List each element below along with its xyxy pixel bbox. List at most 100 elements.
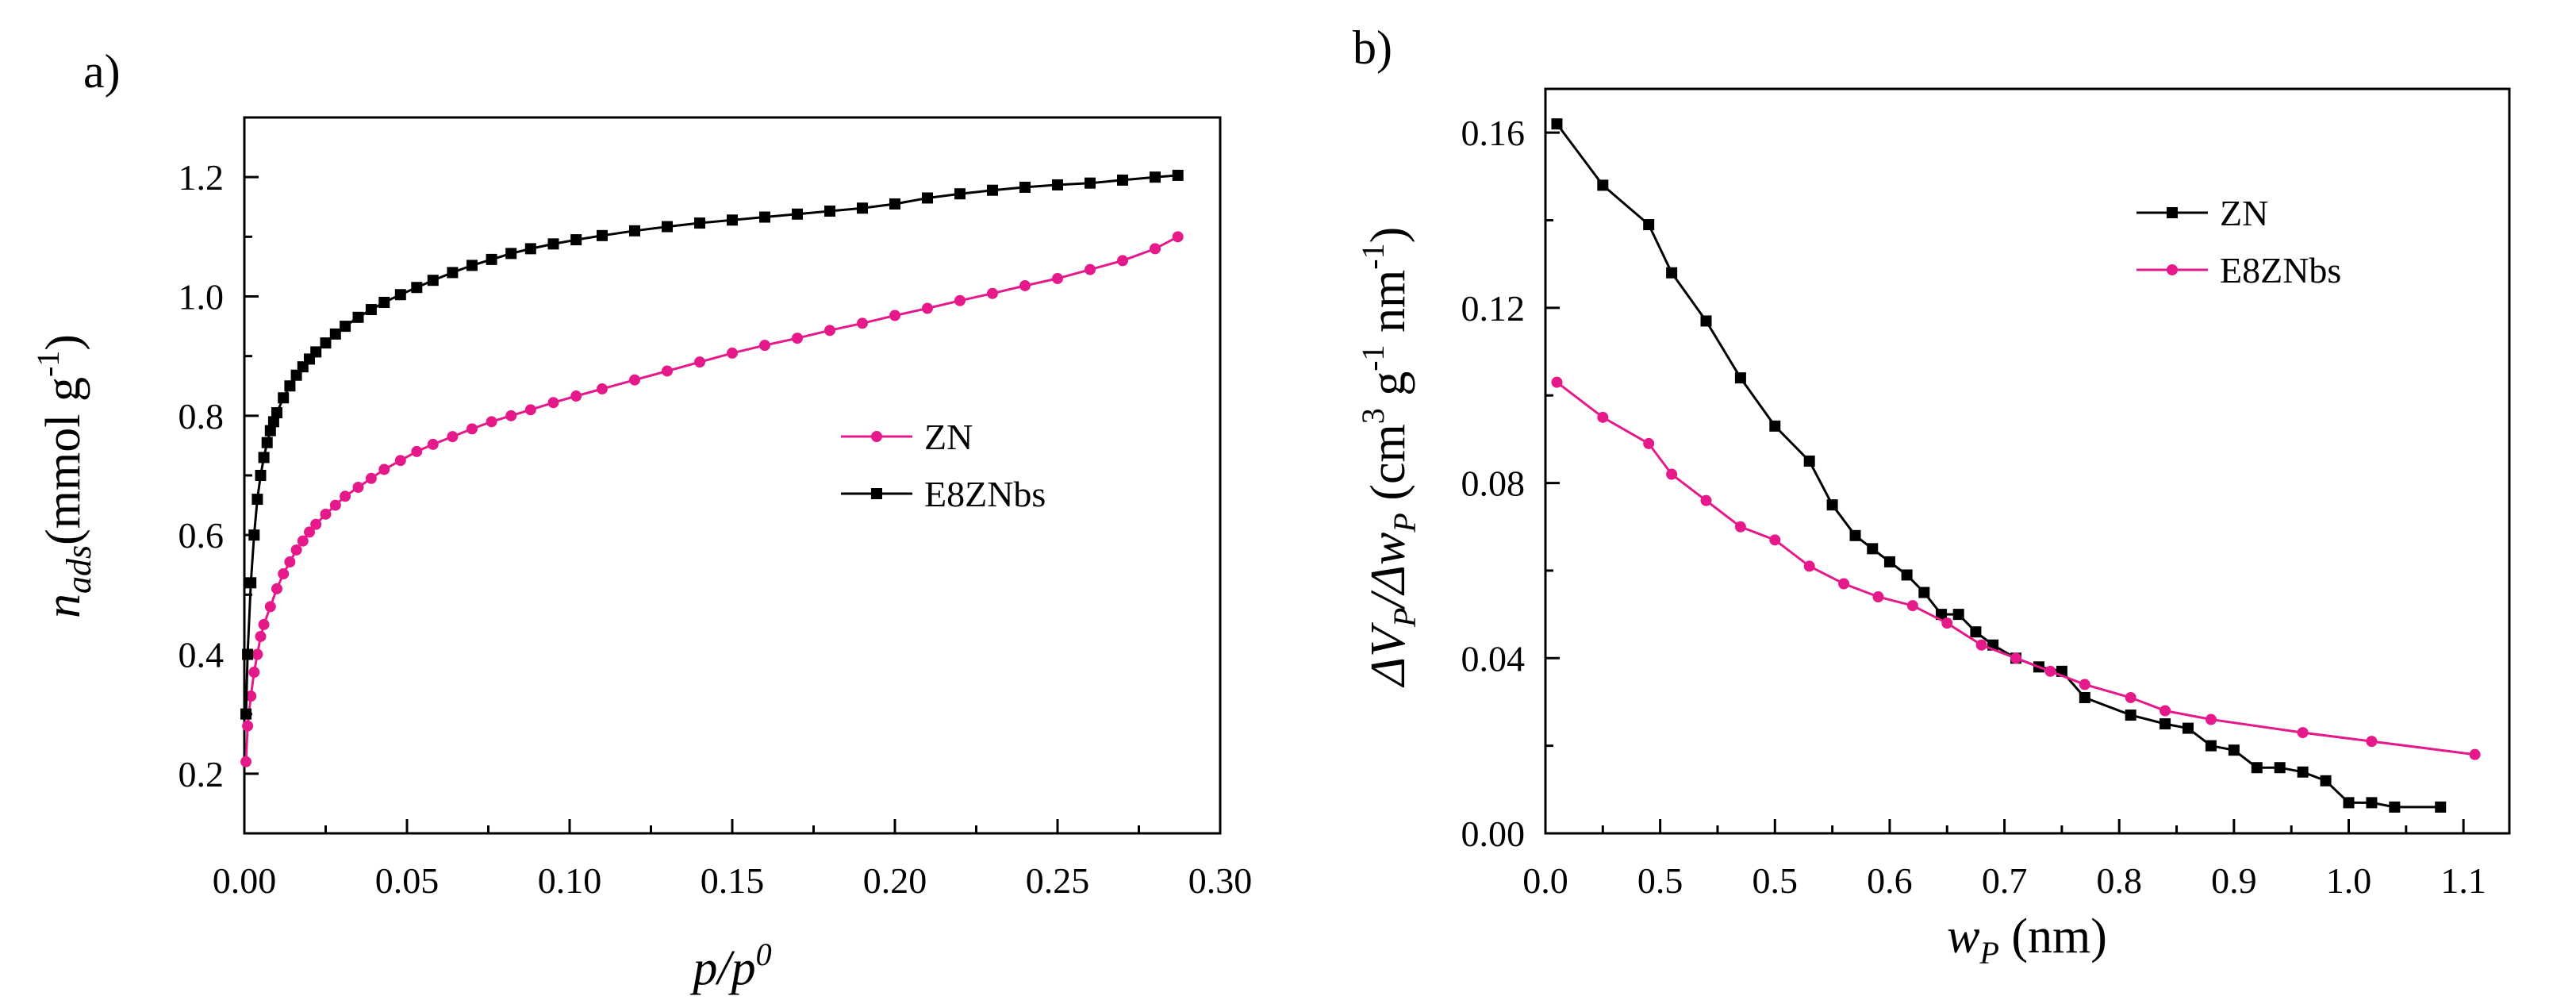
data-point bbox=[1117, 255, 1128, 267]
data-point bbox=[248, 529, 260, 541]
data-point bbox=[1597, 411, 1609, 423]
data-point bbox=[727, 347, 738, 359]
y-tick-label: 0.04 bbox=[1461, 638, 1526, 679]
data-point bbox=[987, 287, 998, 299]
data-point bbox=[792, 208, 803, 220]
data-point bbox=[2205, 740, 2217, 752]
data-point bbox=[242, 720, 254, 732]
data-point bbox=[297, 535, 309, 547]
data-point bbox=[1117, 174, 1128, 186]
panel-b-series bbox=[1551, 118, 2481, 813]
data-point bbox=[1666, 468, 1678, 480]
data-point bbox=[267, 416, 279, 428]
panel-a-legend: ZN E8ZNbs bbox=[841, 417, 1046, 514]
data-point bbox=[1734, 372, 1746, 384]
panel-b-legend: ZN E8ZNbs bbox=[2136, 193, 2341, 290]
data-point bbox=[694, 217, 705, 229]
data-point bbox=[352, 311, 364, 323]
panel-a-legend-marker-e8znbs bbox=[871, 488, 882, 499]
data-point bbox=[378, 297, 390, 309]
data-point bbox=[922, 192, 933, 204]
data-point bbox=[1700, 494, 1712, 506]
data-point bbox=[1826, 499, 1838, 511]
data-point bbox=[1769, 534, 1781, 546]
panel-b-x-title-sub: P bbox=[1979, 935, 1998, 971]
x-tick-label: 0.00 bbox=[213, 860, 277, 901]
data-point bbox=[1666, 267, 1678, 279]
data-point bbox=[310, 518, 322, 530]
data-point bbox=[1150, 171, 1161, 183]
panel-a-x-axis: 0.00 0.05 0.10 0.15 0.20 0.25 0.30 bbox=[213, 819, 1252, 901]
data-point bbox=[255, 630, 267, 642]
data-point bbox=[2366, 736, 2378, 748]
panel-a-y-axis: 0.2 0.4 0.6 0.8 1.0 1.2 bbox=[179, 157, 259, 794]
data-point bbox=[242, 648, 254, 660]
data-point bbox=[2389, 801, 2401, 813]
data-point bbox=[2297, 766, 2309, 778]
y-tick-label: 0.00 bbox=[1461, 813, 1526, 854]
data-point bbox=[271, 407, 282, 419]
panel-a-x-axis-title: p/p0 bbox=[689, 937, 771, 995]
panel-a-legend-label-zn: ZN bbox=[924, 417, 973, 457]
panel-b-y-title-sub2: P bbox=[1387, 513, 1422, 533]
data-point bbox=[340, 321, 351, 333]
data-point bbox=[251, 494, 263, 506]
data-point bbox=[2251, 762, 2263, 774]
data-point bbox=[245, 690, 257, 702]
data-point bbox=[411, 282, 423, 294]
data-point bbox=[378, 463, 390, 475]
data-point bbox=[486, 253, 497, 265]
data-point bbox=[1803, 560, 1815, 572]
data-point bbox=[248, 667, 260, 679]
data-point bbox=[954, 188, 966, 200]
x-tick-label: 0.20 bbox=[863, 860, 927, 901]
data-point bbox=[547, 238, 559, 250]
data-point bbox=[261, 437, 273, 448]
panel-a-y-title-close: ) bbox=[36, 334, 90, 351]
data-point bbox=[320, 337, 332, 349]
data-point bbox=[824, 206, 835, 217]
y-tick-label: 0.4 bbox=[179, 635, 225, 675]
data-point bbox=[759, 340, 770, 352]
x-tick-label: 0.25 bbox=[1026, 860, 1090, 901]
series-zn bbox=[240, 231, 1184, 767]
data-point bbox=[1918, 587, 1930, 598]
data-point bbox=[2125, 710, 2136, 721]
data-point bbox=[2159, 705, 2171, 717]
data-point bbox=[365, 304, 377, 316]
data-point bbox=[284, 380, 296, 392]
data-point bbox=[284, 556, 296, 567]
data-point bbox=[290, 369, 302, 381]
data-point bbox=[245, 577, 257, 589]
panel-b-y-title-sub1: P bbox=[1387, 608, 1422, 628]
series-zn bbox=[1551, 118, 2447, 813]
data-point bbox=[427, 438, 439, 450]
panel-b-y-axis: 0.00 0.04 0.08 0.12 0.16 bbox=[1461, 113, 1560, 854]
data-point bbox=[1883, 556, 1895, 567]
data-point bbox=[1734, 521, 1746, 533]
x-tick-label: 0.6 bbox=[1867, 860, 1913, 901]
panel-b-legend-marker-e8znbs bbox=[2167, 264, 2178, 275]
data-point bbox=[2469, 748, 2481, 760]
data-point bbox=[1052, 179, 1063, 190]
x-tick-label: 0.5 bbox=[1753, 860, 1799, 901]
panel-a-y-title-sup: -1 bbox=[30, 351, 66, 377]
data-point bbox=[727, 214, 738, 226]
data-point bbox=[2228, 744, 2240, 756]
data-point bbox=[824, 325, 835, 337]
x-tick-label: 0.7 bbox=[1982, 860, 2028, 901]
data-point bbox=[2274, 762, 2286, 774]
data-point bbox=[857, 202, 868, 214]
data-point bbox=[1867, 543, 1879, 555]
data-point bbox=[954, 294, 966, 306]
data-point bbox=[1172, 231, 1184, 243]
data-point bbox=[759, 211, 770, 223]
data-point bbox=[304, 526, 315, 538]
data-point bbox=[694, 356, 705, 368]
panel-a-label: a) bbox=[83, 45, 121, 98]
x-tick-label: 0.05 bbox=[375, 860, 440, 901]
panel-a-x-title-sup: 0 bbox=[756, 937, 772, 972]
data-point bbox=[662, 365, 673, 377]
panel-b-x-axis-title: wP (nm) bbox=[1947, 910, 2107, 971]
panel-b-y-title-unit1: (cm bbox=[1361, 424, 1415, 513]
